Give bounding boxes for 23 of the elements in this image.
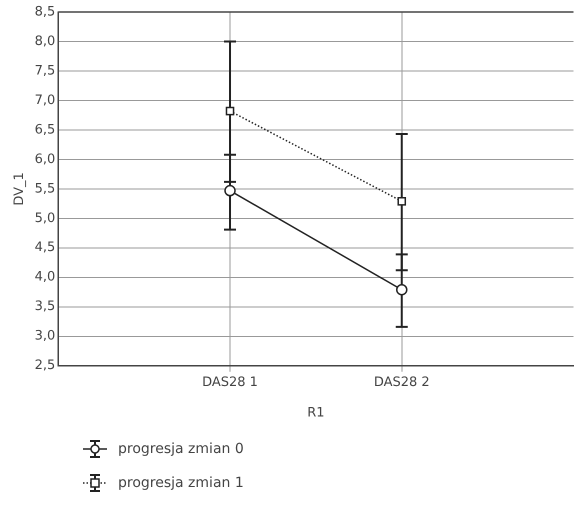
y-tick-label: 3,0: [34, 328, 56, 344]
legend-label: progresja zmian 1: [118, 475, 244, 491]
y-tick-label: 2,5: [34, 358, 56, 374]
y-tick-label: 6,5: [34, 122, 56, 138]
y-tick-label: 5,0: [34, 210, 56, 226]
y-tick-label: 4,0: [34, 270, 56, 285]
y-tick-label: 4,5: [34, 240, 56, 256]
point: [226, 106, 234, 116]
point: [396, 284, 408, 296]
point: [224, 184, 236, 196]
y-axis-title: DV_1: [12, 172, 28, 206]
y-tick-label: 7,0: [34, 92, 56, 108]
x-tick-label: DAS28 2: [374, 374, 430, 390]
y-tick-label: 8,5: [34, 4, 56, 20]
legend-label: progresja zmian 0: [118, 441, 244, 457]
y-tick-label: 7,5: [34, 63, 56, 78]
x-tick-label: DAS28 1: [202, 374, 258, 390]
y-tick-label: 6,0: [34, 152, 56, 167]
x-axis-title: R1: [307, 406, 325, 421]
y-tick-label: 8,0: [34, 34, 56, 49]
y-tick-label: 3,5: [34, 299, 56, 314]
point: [397, 197, 406, 206]
y-tick-label: 5,5: [34, 181, 56, 196]
